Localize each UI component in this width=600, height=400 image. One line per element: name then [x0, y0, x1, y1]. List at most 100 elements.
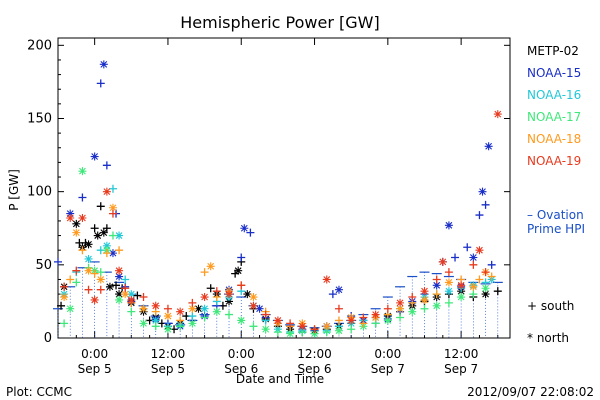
- y-tick-label: 200: [27, 38, 52, 53]
- south-plus-point: [96, 202, 105, 211]
- north-star-point: [78, 167, 87, 176]
- y-tick-label: 100: [27, 185, 52, 200]
- x-tick-time-label: 0:00: [228, 347, 255, 361]
- south-plus-point: [261, 310, 270, 319]
- legend-entry-noaa-15: NOAA-15: [527, 66, 581, 80]
- legend-marker-north: * north: [527, 331, 569, 345]
- x-tick-date-label: Sep 6: [298, 362, 332, 376]
- north-star-point: [255, 304, 264, 313]
- south-plus-point: [66, 275, 75, 284]
- x-tick-time-label: 12:00: [151, 347, 186, 361]
- plot-frame: [57, 37, 511, 339]
- north-star-point: [127, 295, 136, 304]
- north-star-point: [188, 304, 197, 313]
- south-plus-point: [432, 275, 441, 284]
- north-star-point: [234, 266, 243, 275]
- data-points: [54, 60, 502, 338]
- north-star-point: [84, 240, 93, 249]
- north-star-point: [310, 329, 319, 338]
- north-star-point: [475, 246, 484, 255]
- south-plus-point: [57, 301, 66, 310]
- north-star-point: [176, 307, 185, 316]
- north-star-point: [200, 304, 209, 313]
- north-star-point: [396, 304, 405, 313]
- north-star-point: [84, 266, 93, 275]
- legend-entry-noaa-16: NOAA-16: [527, 88, 581, 102]
- north-star-point: [66, 214, 75, 222]
- south-plus-point: [163, 304, 172, 313]
- north-star-point: [240, 224, 249, 233]
- north-star-point: [243, 290, 252, 299]
- south-plus-point: [451, 253, 460, 262]
- south-plus-point: [72, 266, 81, 275]
- north-star-point: [121, 290, 130, 299]
- x-tick-time-label: 0:00: [374, 347, 401, 361]
- south-plus-point: [249, 322, 258, 331]
- north-star-point: [60, 293, 69, 302]
- y-tick-label: 0: [44, 331, 52, 346]
- plot-timestamp: 2012/09/07 22:08:02: [467, 385, 594, 399]
- north-star-point: [432, 301, 441, 310]
- south-plus-point: [469, 260, 478, 269]
- legend-ovation-line1: – Ovation: [527, 208, 584, 222]
- north-star-point: [151, 316, 160, 325]
- north-star-point: [115, 272, 124, 281]
- north-star-point: [127, 290, 136, 299]
- chart-title: Hemispheric Power [GW]: [180, 13, 379, 32]
- north-star-point: [481, 284, 490, 293]
- south-plus-point: [487, 272, 496, 281]
- south-plus-point: [96, 79, 105, 88]
- south-plus-point: [359, 313, 368, 322]
- south-plus-point: [334, 304, 343, 313]
- north-star-point: [225, 290, 234, 299]
- x-tick-time-label: 12:00: [444, 347, 479, 361]
- north-star-point: [139, 319, 148, 328]
- north-star-point: [200, 293, 209, 302]
- south-plus-point: [188, 312, 197, 321]
- south-plus-point: [493, 287, 502, 296]
- north-star-point: [139, 304, 148, 313]
- south-plus-point: [139, 293, 148, 302]
- legend-entry-metp-02: METP-02: [527, 44, 579, 58]
- north-star-point: [78, 214, 87, 222]
- north-star-point: [105, 282, 114, 291]
- north-star-point: [444, 221, 453, 230]
- north-star-point: [90, 295, 99, 304]
- south-plus-point: [78, 246, 87, 255]
- north-star-point: [322, 322, 331, 331]
- south-plus-point: [133, 291, 142, 300]
- x-tick-date-label: Sep 6: [224, 362, 258, 376]
- south-plus-point: [383, 304, 392, 313]
- north-star-point: [72, 219, 81, 228]
- south-plus-point: [112, 281, 121, 290]
- south-plus-point: [487, 260, 496, 269]
- south-plus-point: [176, 316, 185, 325]
- south-plus-point: [96, 285, 105, 294]
- north-star-point: [420, 287, 429, 296]
- legend-marker-south: + south: [527, 299, 574, 313]
- south-plus-point: [188, 298, 197, 307]
- south-plus-point: [72, 278, 81, 287]
- north-star-point: [163, 325, 172, 334]
- north-star-point: [84, 254, 93, 263]
- y-tick-label: 50: [35, 258, 52, 273]
- south-plus-point: [328, 290, 337, 299]
- north-star-point: [334, 326, 343, 335]
- legend-entry-noaa-17: NOAA-17: [527, 110, 581, 124]
- legend-entry-noaa-18: NOAA-18: [527, 132, 581, 146]
- north-star-point: [444, 287, 453, 296]
- north-star-point: [102, 241, 111, 250]
- north-star-point: [420, 295, 429, 304]
- south-plus-point: [237, 253, 246, 262]
- south-plus-point: [444, 268, 453, 277]
- north-star-point: [115, 266, 124, 275]
- south-plus-point: [273, 328, 282, 337]
- south-plus-point: [310, 325, 319, 334]
- x-tick-date-label: Sep 5: [78, 362, 112, 376]
- north-star-point: [96, 275, 105, 284]
- south-plus-point: [225, 310, 234, 319]
- north-star-point: [457, 293, 466, 302]
- south-plus-point: [115, 246, 124, 255]
- south-plus-point: [347, 325, 356, 334]
